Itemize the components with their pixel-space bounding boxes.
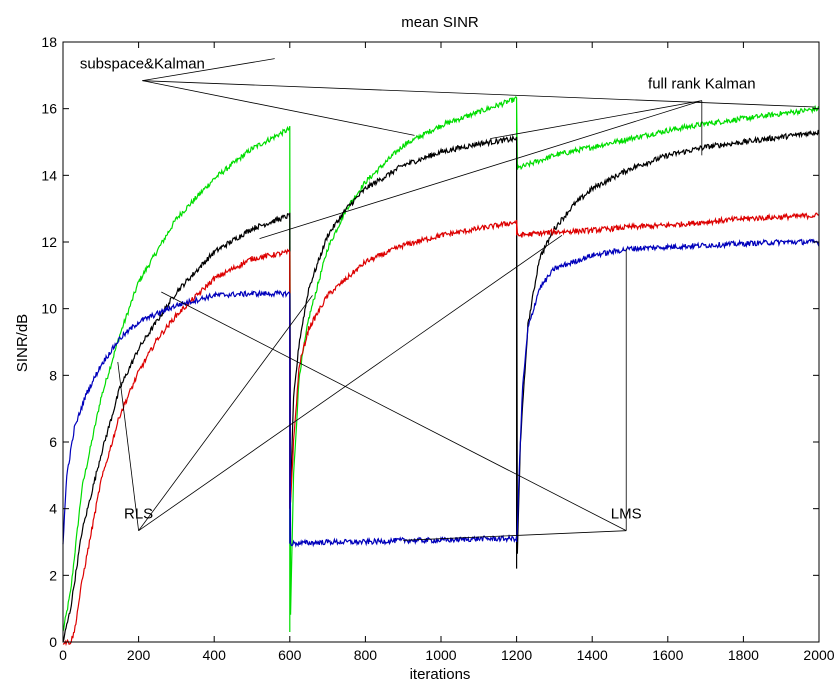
annotation-leader-3-2: [138, 295, 313, 531]
series-line-1: [62, 95, 820, 632]
annotation-label-1: subspace&Kalman: [80, 56, 205, 73]
x-tick-label: 1200: [501, 647, 532, 663]
annotation-leader-3-1: [117, 361, 139, 531]
annotation-leader-1-1: [142, 58, 275, 82]
x-tick-label: 0: [59, 647, 67, 663]
series-line-2: [62, 129, 820, 642]
axes: 0 200 400 600 800 1000 1200 1400 1600 1800 2000 0 2 4…: [41, 34, 834, 663]
annotation-leader-4-2: [403, 530, 627, 541]
y-tick-label: 12: [41, 234, 57, 250]
x-tick-label: 1400: [577, 647, 608, 663]
x-axis-label: iterations: [410, 666, 471, 683]
series-line-3: [62, 212, 820, 647]
annotation-label-2: full rank Kalman: [648, 76, 756, 93]
x-tick-label: 800: [354, 647, 378, 663]
annotation-leader-2-2: [490, 100, 702, 140]
y-tick-label: 10: [41, 301, 57, 317]
y-tick-label: 6: [49, 434, 57, 450]
annotation-leader-1-3: [142, 80, 816, 108]
x-tick-label: 1600: [652, 647, 683, 663]
annotation-leader-4-1: [161, 291, 627, 532]
y-tick-label: 8: [49, 367, 57, 383]
annotation-leader-2-1: [259, 100, 702, 240]
y-tick-label: 2: [49, 567, 57, 583]
annotation-leader-1-2: [142, 80, 415, 136]
y-tick-label: 0: [49, 634, 57, 650]
y-axis-label: SINR/dB: [14, 314, 31, 372]
x-tick-label: 200: [127, 647, 151, 663]
y-tick-label: 16: [41, 101, 57, 117]
series-layer: [62, 95, 820, 647]
y-tick-label: 4: [49, 501, 57, 517]
y-tick-label: 18: [41, 34, 57, 50]
chart-title: mean SINR: [401, 14, 479, 31]
x-tick-label: 400: [203, 647, 227, 663]
series-line-4: [62, 238, 820, 548]
x-tick-label: 1800: [728, 647, 759, 663]
x-tick-label: 2000: [803, 647, 834, 663]
plot-frame: [62, 41, 820, 643]
annotation-leader-3-3: [138, 235, 563, 531]
annotation-label-3: RLS: [124, 506, 153, 523]
y-tick-label: 14: [41, 167, 57, 183]
x-tick-label: 1000: [425, 647, 456, 663]
x-tick-label: 600: [278, 647, 302, 663]
